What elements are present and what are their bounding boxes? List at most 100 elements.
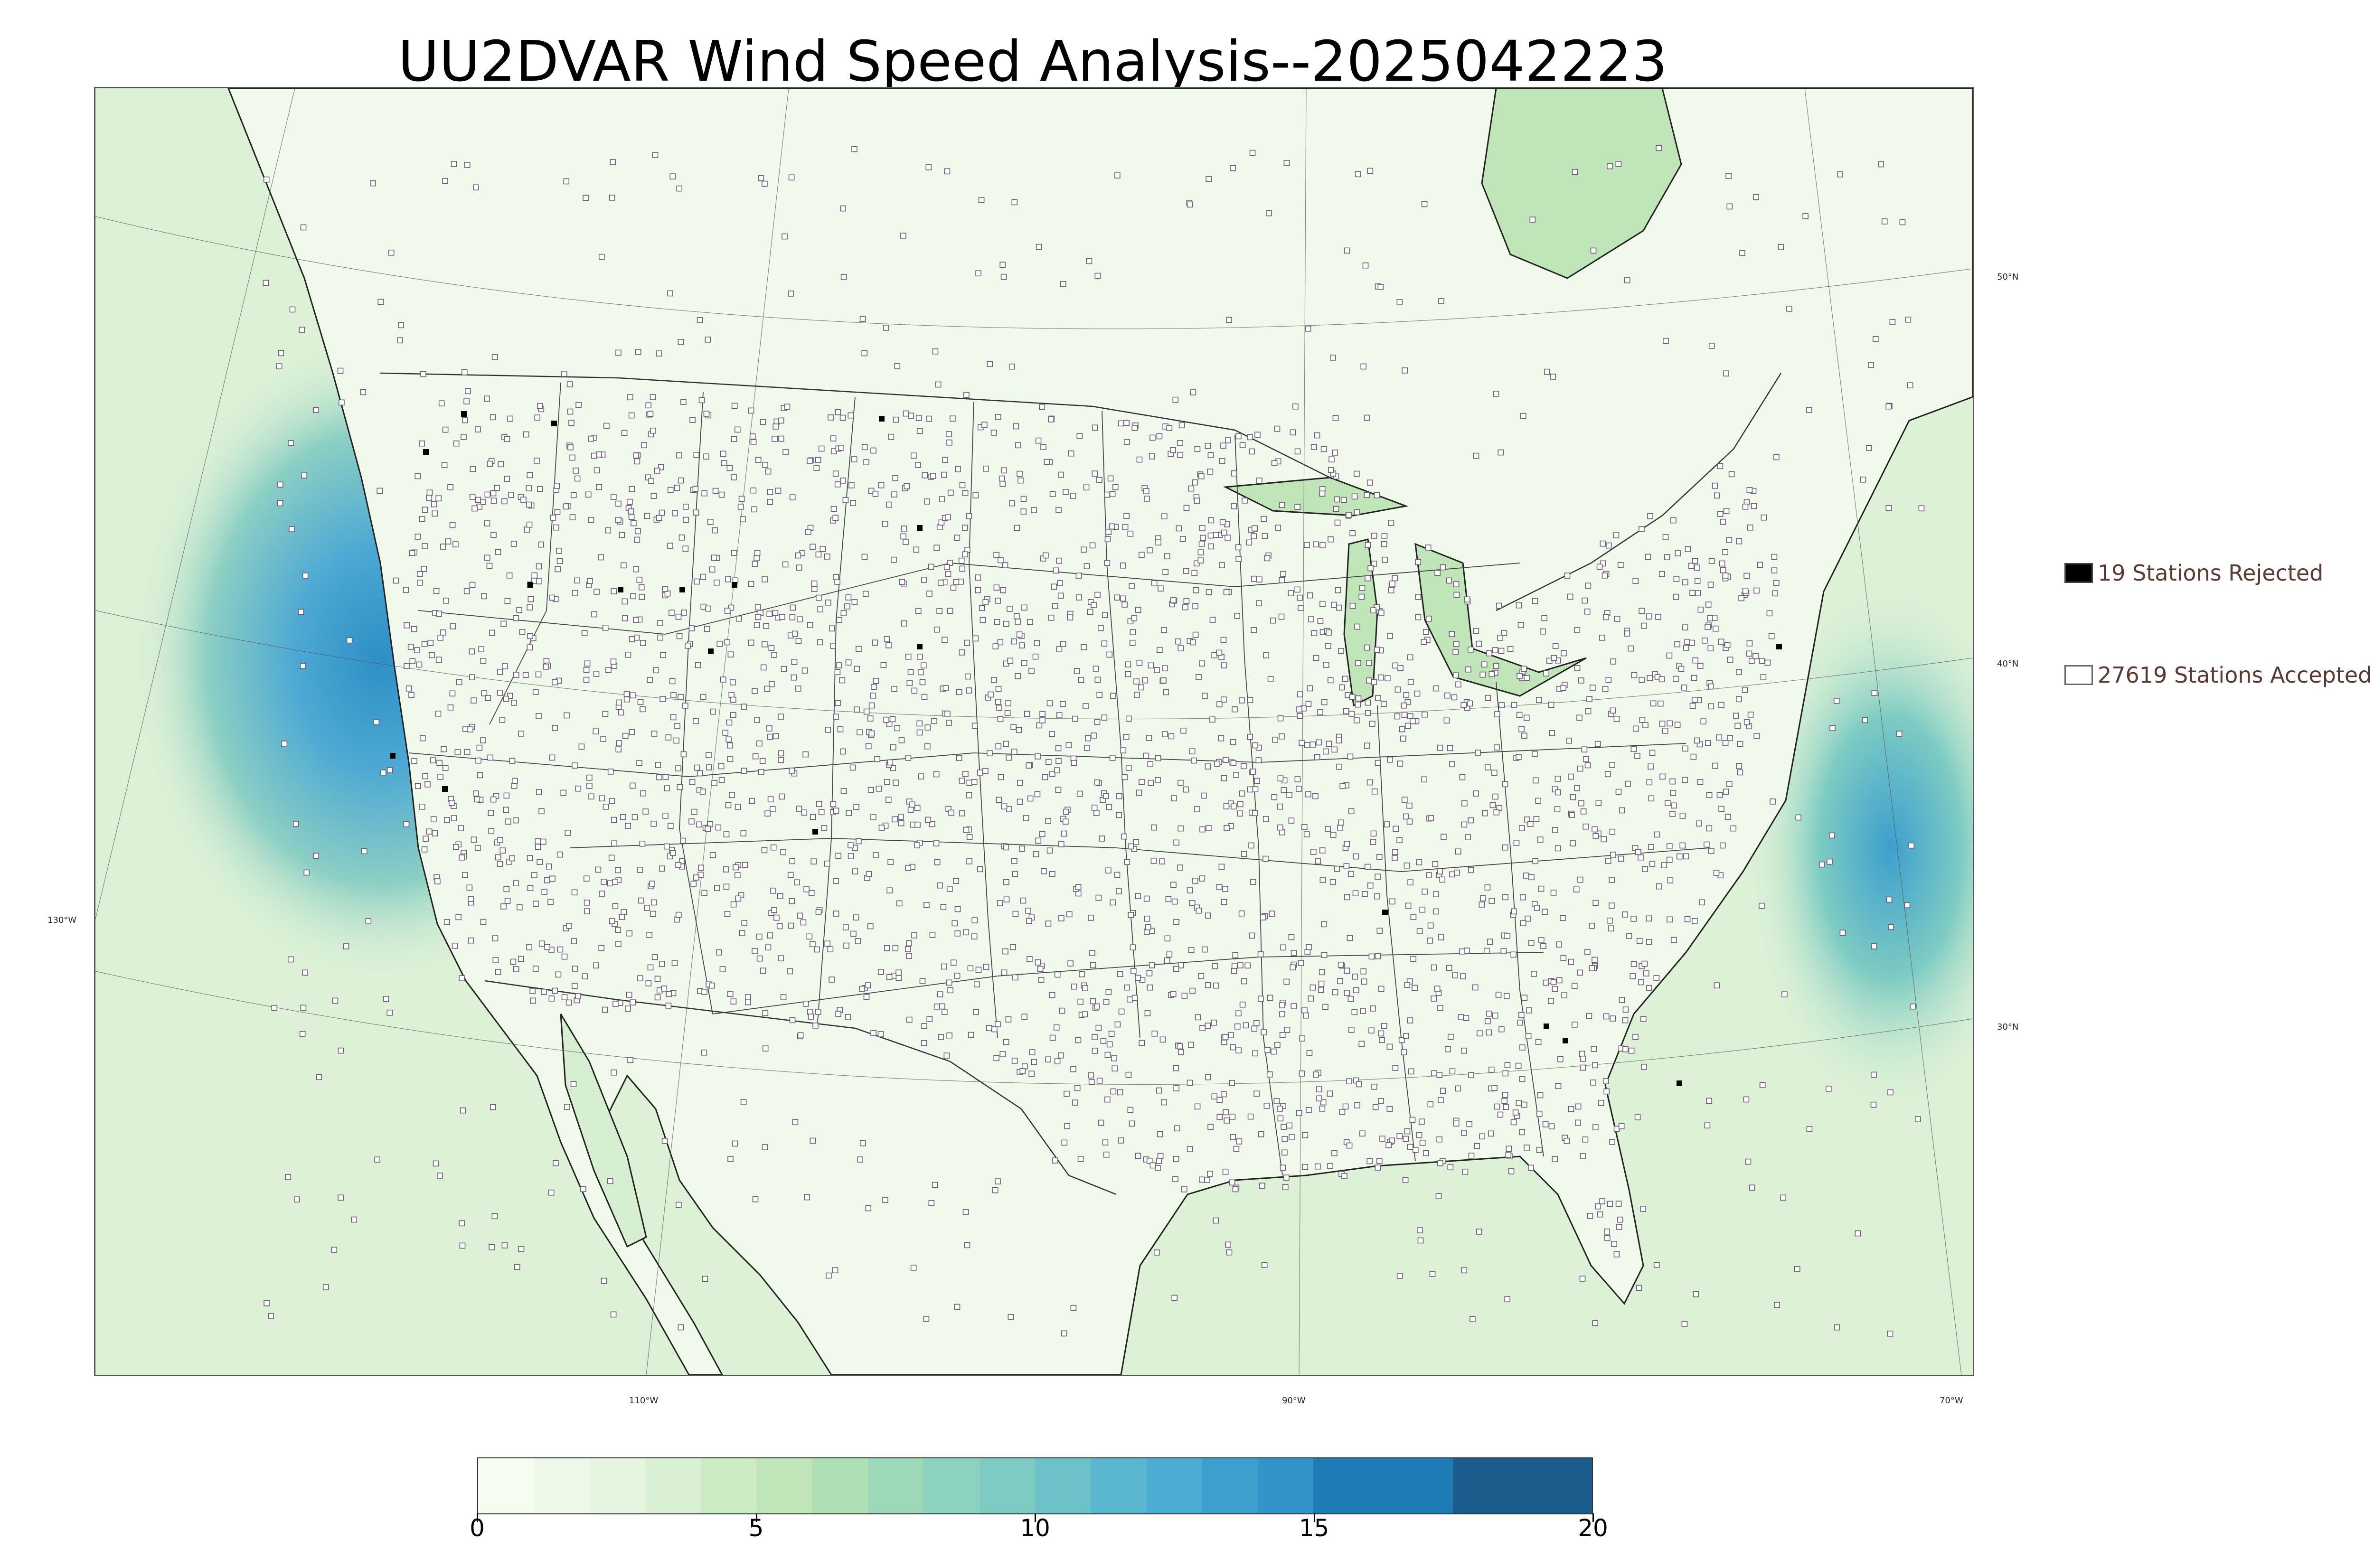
station-marker-accepted: [1524, 817, 1530, 823]
station-marker-accepted: [1485, 695, 1491, 701]
station-marker-accepted: [1338, 819, 1344, 826]
station-marker-accepted: [302, 573, 309, 579]
station-marker-accepted: [1273, 1098, 1280, 1104]
station-marker-accepted: [506, 572, 513, 579]
station-marker-accepted: [1229, 1114, 1236, 1120]
station-marker-accepted: [874, 756, 880, 762]
station-marker-accepted: [1560, 915, 1566, 921]
station-marker-accepted: [868, 730, 875, 737]
station-marker-accepted: [749, 433, 756, 440]
station-marker-accepted: [714, 885, 720, 891]
station-marker-accepted: [1609, 762, 1615, 768]
station-marker-accepted: [1658, 676, 1665, 683]
station-marker-accepted: [830, 506, 837, 512]
station-marker-accepted: [1028, 667, 1035, 674]
station-marker-accepted: [1164, 553, 1170, 560]
station-marker-accepted: [921, 577, 927, 583]
lon-label-70w: 70°W: [1940, 1396, 1963, 1406]
station-marker-accepted: [863, 459, 869, 466]
legend-accepted: 27619 Stations Accepted: [2064, 662, 2372, 688]
station-marker-accepted: [1519, 1076, 1526, 1082]
station-marker-accepted: [1037, 966, 1044, 972]
station-marker-accepted: [1628, 1047, 1635, 1054]
station-marker-accepted: [1083, 703, 1089, 709]
station-marker-accepted: [1392, 855, 1398, 861]
station-marker-accepted: [527, 855, 533, 861]
station-marker-accepted: [1166, 951, 1173, 958]
station-marker-accepted: [928, 1200, 935, 1206]
station-marker-accepted: [1013, 423, 1019, 430]
station-marker-accepted: [633, 452, 639, 459]
station-marker-accepted: [835, 1011, 841, 1017]
station-marker-accepted: [470, 466, 476, 472]
station-marker-accepted: [1485, 764, 1491, 770]
station-marker-accepted: [1216, 884, 1223, 890]
station-marker-accepted: [739, 930, 745, 936]
station-marker-accepted: [468, 896, 474, 902]
station-marker-accepted: [526, 501, 532, 508]
station-marker-accepted: [675, 765, 681, 771]
station-marker-accepted: [1662, 728, 1668, 734]
station-marker-accepted: [1523, 873, 1529, 879]
station-marker-accepted: [924, 743, 931, 750]
station-marker-accepted: [1470, 1316, 1476, 1322]
station-marker-accepted: [630, 593, 636, 600]
station-marker-accepted: [1568, 773, 1574, 780]
station-marker-accepted: [1475, 750, 1481, 756]
station-marker-accepted: [1003, 1039, 1009, 1045]
station-marker-accepted: [1221, 775, 1227, 781]
station-marker-accepted: [1139, 779, 1145, 785]
station-marker-accepted: [1009, 500, 1015, 507]
station-marker-accepted: [645, 474, 651, 481]
station-marker-accepted: [944, 168, 951, 175]
station-marker-accepted: [1105, 989, 1112, 995]
station-marker-accepted: [1513, 840, 1520, 846]
station-marker-accepted: [596, 484, 602, 490]
station-marker-accepted: [1049, 992, 1055, 998]
station-marker-accepted: [1611, 1241, 1617, 1247]
station-marker-accepted: [1284, 1027, 1291, 1033]
station-marker-accepted: [1277, 824, 1283, 831]
station-marker-accepted: [435, 657, 442, 663]
station-marker-accepted: [1116, 793, 1122, 799]
station-marker-accepted: [1162, 731, 1168, 737]
station-marker-accepted: [791, 674, 797, 681]
station-marker-accepted: [524, 526, 530, 533]
station-marker-accepted: [487, 460, 493, 467]
station-marker-accepted: [1753, 733, 1760, 739]
station-marker-accepted: [1592, 833, 1599, 839]
station-marker-accepted: [1862, 717, 1868, 723]
station-marker-accepted: [481, 593, 487, 600]
station-marker-accepted: [1149, 434, 1156, 441]
station-marker-accepted: [338, 1194, 344, 1201]
station-marker-accepted: [1618, 562, 1624, 568]
station-marker-accepted: [1552, 827, 1558, 833]
station-marker-accepted: [1207, 1124, 1214, 1130]
station-marker-accepted: [1388, 519, 1394, 526]
station-marker-accepted: [1705, 601, 1712, 608]
station-marker-accepted: [1504, 933, 1510, 939]
station-marker-accepted: [962, 525, 968, 531]
station-marker-accepted: [1871, 943, 1877, 949]
station-marker-accepted: [1379, 1136, 1385, 1142]
station-marker-accepted: [322, 1284, 329, 1290]
station-marker-accepted: [1460, 973, 1466, 979]
station-marker-accepted: [983, 964, 989, 970]
station-marker-accepted: [1288, 590, 1294, 596]
station-marker-accepted: [656, 774, 662, 780]
station-marker-accepted: [599, 795, 605, 802]
station-marker-accepted: [1221, 1091, 1227, 1098]
station-marker-accepted: [771, 652, 777, 658]
station-marker-accepted: [741, 768, 747, 774]
station-marker-accepted: [1669, 811, 1676, 817]
station-marker-accepted: [648, 478, 654, 484]
station-marker-accepted: [532, 689, 539, 695]
station-marker-accepted: [870, 814, 876, 820]
station-marker-accepted: [1305, 325, 1311, 332]
station-marker-accepted: [1689, 639, 1695, 646]
station-marker-accepted: [1446, 965, 1452, 971]
station-marker-accepted: [1871, 1071, 1877, 1078]
station-marker-accepted: [1402, 1177, 1409, 1183]
station-marker-accepted: [1261, 1029, 1267, 1035]
station-marker-accepted: [550, 515, 556, 521]
